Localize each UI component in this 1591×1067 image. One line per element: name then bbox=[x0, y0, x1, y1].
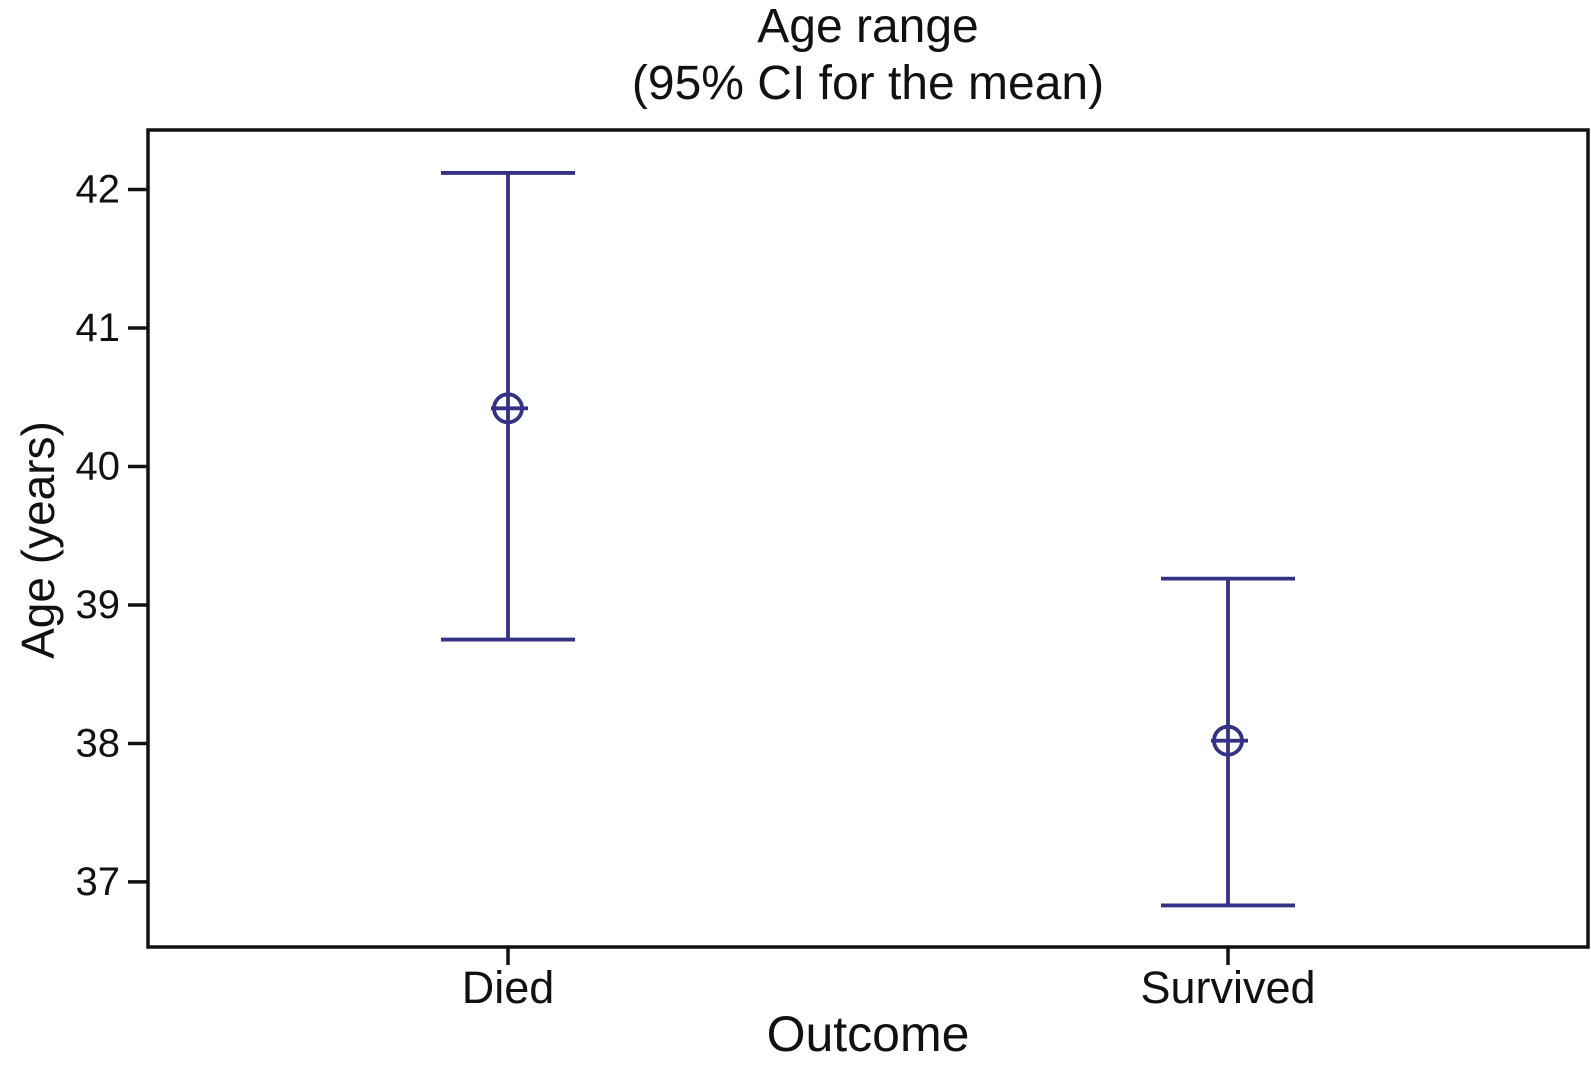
chart-title-line1: Age range bbox=[757, 0, 979, 53]
x-category-label: Died bbox=[462, 962, 555, 1013]
errorbar-died bbox=[441, 171, 575, 642]
y-tick-label: 42 bbox=[76, 168, 121, 212]
y-tick-label: 38 bbox=[76, 721, 121, 765]
y-tick-label: 39 bbox=[76, 583, 121, 627]
errorbar-series bbox=[441, 171, 1295, 908]
y-tick-label: 37 bbox=[76, 860, 121, 904]
y-tick-label: 40 bbox=[76, 444, 121, 488]
y-axis-title: Age (years) bbox=[12, 421, 64, 659]
y-tick-label: 41 bbox=[76, 306, 121, 350]
y-axis-ticks: 37 38 39 40 41 42 bbox=[76, 168, 148, 904]
x-category-label: Survived bbox=[1140, 962, 1315, 1013]
x-axis-ticks: Died Survived bbox=[462, 947, 1316, 1013]
chart-title-line2: (95% CI for the mean) bbox=[632, 57, 1104, 110]
plot-area bbox=[146, 128, 1590, 949]
x-axis-title: Outcome bbox=[767, 1006, 970, 1062]
errorbar-survived bbox=[1161, 576, 1295, 908]
